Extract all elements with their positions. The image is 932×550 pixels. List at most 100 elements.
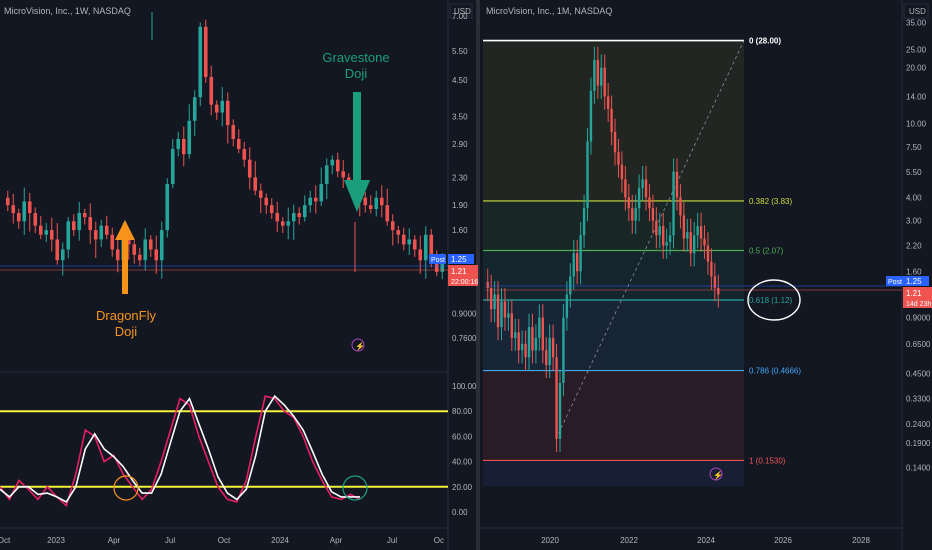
weekly-candle (225, 100, 230, 126)
left-price-tick: 2.30 (452, 173, 468, 182)
left-currency-label: USD (454, 7, 471, 16)
right-time-tick: 2024 (697, 536, 715, 545)
left-price-tick: 0.9000 (452, 310, 477, 319)
fib-level-label: 0.382 (3.83) (749, 197, 792, 206)
monthly-candle (555, 357, 558, 439)
weekly-candle (253, 177, 258, 191)
right-price-tick: 20.00 (906, 64, 927, 73)
weekly-candle (341, 171, 346, 178)
weekly-candle (308, 197, 313, 206)
weekly-candle (275, 213, 280, 222)
right-currency-label: USD (909, 7, 926, 16)
monthly-candle (524, 343, 527, 358)
weekly-candle (203, 26, 208, 77)
monthly-candle (596, 60, 600, 86)
stoch-d-line (0, 394, 360, 503)
fib-zone (483, 40, 744, 201)
weekly-candle (143, 239, 148, 261)
weekly-candle (165, 183, 170, 231)
fib-618-ellipse (747, 279, 801, 321)
post-price-right: 1.25 (906, 277, 922, 286)
weekly-candle (209, 76, 214, 105)
post-badge-right (886, 276, 903, 286)
monthly-candle (517, 332, 520, 351)
weekly-candle (324, 165, 329, 184)
weekly-candle (181, 138, 186, 155)
weekly-candle (264, 197, 269, 206)
left-currency-box (449, 3, 473, 19)
right-price-tick: 1.60 (906, 267, 922, 276)
monthly-candle (637, 187, 641, 209)
weekly-candle (423, 234, 428, 261)
monthly-candle (651, 208, 655, 221)
monthly-candle (531, 327, 534, 351)
left-price-tick: 7.00 (452, 12, 468, 21)
monthly-candle (486, 282, 489, 288)
fib-trend-line (555, 40, 745, 440)
weekly-candle (176, 138, 181, 149)
weekly-candle (330, 159, 335, 166)
weekly-candle (110, 234, 115, 250)
weekly-candle (115, 249, 120, 261)
weekly-candle (60, 249, 65, 261)
left-time-tick: Apr (108, 536, 121, 545)
left-time-tick: Oc (434, 536, 444, 545)
left-chart-title: MicroVision, Inc., 1W, NASDAQ (4, 6, 131, 16)
monthly-candle (565, 294, 569, 318)
weekly-candle (429, 234, 434, 261)
monthly-candle (706, 245, 710, 262)
monthly-candle (717, 287, 720, 295)
fib-zone (483, 460, 744, 487)
post-label-right: Post (888, 279, 902, 286)
monthly-candle (489, 287, 493, 310)
weekly-candle (407, 239, 412, 245)
weekly-candle (236, 138, 241, 149)
monthly-candle (665, 242, 668, 246)
left-price-tick: 5.50 (452, 47, 468, 56)
monthly-candle (514, 332, 517, 338)
right-price-tick: 25.00 (906, 46, 927, 55)
weekly-candle (71, 221, 76, 231)
monthly-candle (503, 301, 507, 318)
bolt-glyph: ⚡ (713, 470, 723, 480)
monthly-candle (541, 317, 544, 351)
weekly-candle (280, 221, 285, 226)
right-time-tick: 2022 (620, 536, 638, 545)
weekly-candle (418, 249, 423, 261)
monthly-candle (558, 382, 562, 439)
weekly-candle (5, 197, 10, 206)
right-price-tick: 0.1900 (906, 439, 931, 448)
monthly-candle (520, 343, 524, 351)
weekly-candle (247, 159, 252, 178)
weekly-candle (154, 249, 159, 261)
right-price-tick: 5.50 (906, 168, 922, 177)
weekly-candle (258, 190, 263, 198)
left-time-tick: Apr (330, 536, 343, 545)
left-price-tick: 0.7600 (452, 334, 477, 343)
bar-countdown-right: 14d 23h (906, 301, 931, 308)
weekly-candle (390, 221, 395, 231)
bar-countdown: 22:00:16 (451, 279, 478, 286)
weekly-candle (22, 201, 27, 222)
bolt-icon[interactable] (351, 338, 365, 352)
monthly-candle (620, 164, 624, 180)
monthly-candle (493, 294, 496, 310)
weekly-candle (11, 205, 16, 214)
fib-level-label: 0.786 (0.4666) (749, 367, 801, 376)
monthly-candle (679, 197, 682, 216)
weekly-candle (148, 239, 153, 250)
monthly-candle (613, 132, 617, 153)
bolt-glyph: ⚡ (355, 341, 365, 351)
dragonfly-label: DragonFly (96, 308, 156, 323)
right-price-tick: 0.9000 (906, 314, 931, 323)
weekly-candle (49, 230, 54, 240)
monthly-candle (686, 232, 689, 239)
weekly-candle (242, 148, 247, 160)
monthly-candle (527, 327, 531, 358)
monthly-candle (648, 197, 651, 209)
bolt-icon[interactable] (709, 467, 723, 481)
right-price-tick: 7.50 (906, 143, 922, 152)
fib-level-label: 0 (28.00) (749, 37, 781, 46)
